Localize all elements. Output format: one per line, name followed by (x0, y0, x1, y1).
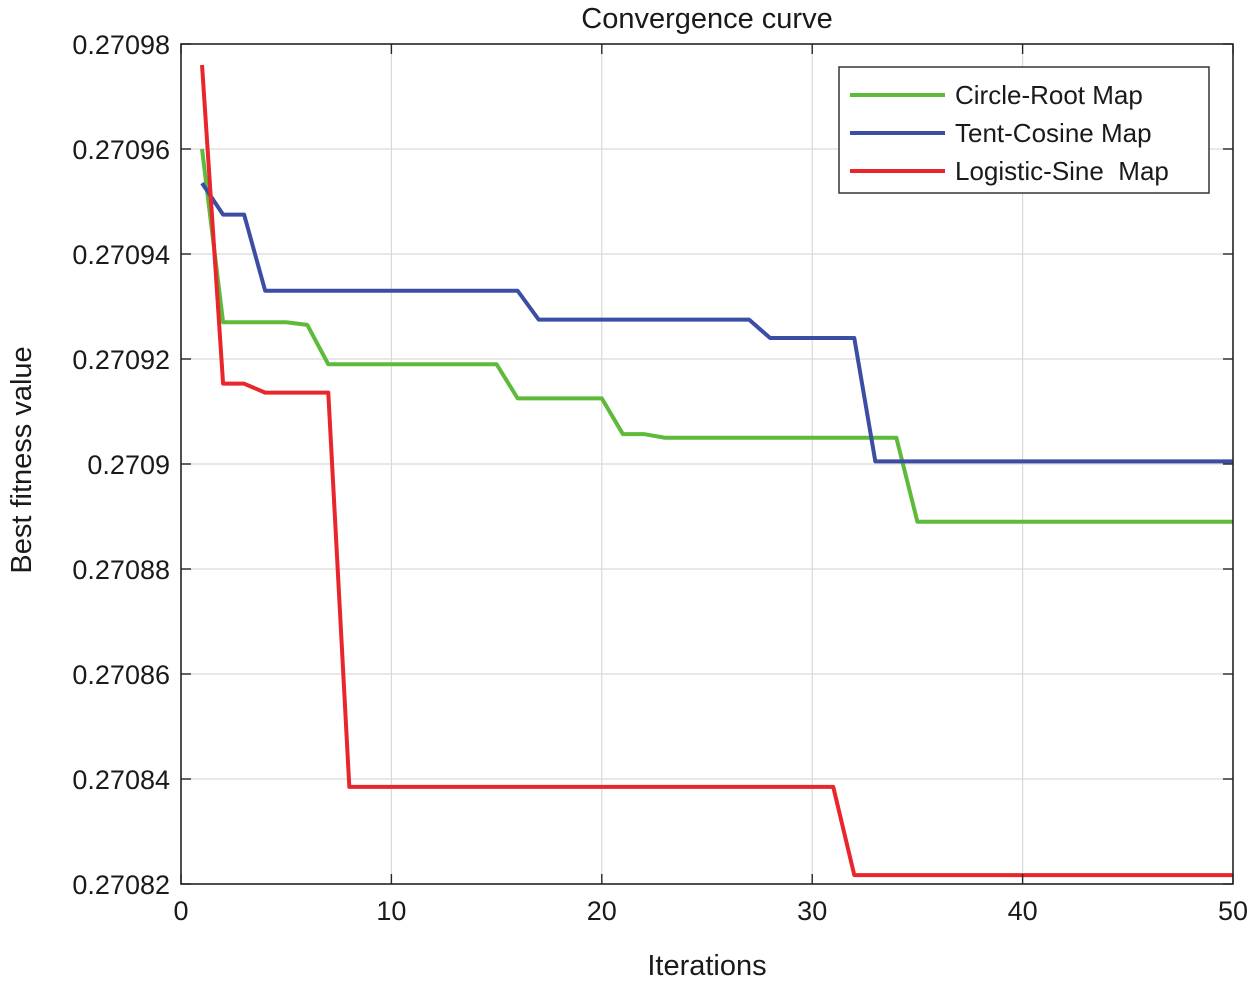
legend-label: Circle-Root Map (955, 80, 1143, 110)
y-axis-title: Best fitness value (6, 346, 38, 573)
series-line-1 (200, 148, 1233, 524)
y-tick-label: 0.27088 (72, 555, 170, 585)
legend: Circle-Root Map Tent-Cosine Map Logistic-S… (838, 66, 1210, 194)
axis-ticks (180, 43, 1234, 885)
y-tick-label: 0.27084 (72, 765, 170, 795)
y-tick-label: 0.27082 (72, 870, 170, 900)
x-tick-label: 30 (797, 896, 827, 926)
y-tick-label: 0.27092 (72, 345, 170, 375)
y-tick-labels: 0.27082 0.27084 0.27086 0.27088 0.2709 0.2709… (72, 30, 170, 900)
x-tick-labels: 0 10 20 30 40 50 (173, 896, 1248, 926)
y-tick-label: 0.27094 (72, 240, 170, 270)
y-tick-label: 0.2709 (87, 450, 170, 480)
x-tick-label: 10 (376, 896, 406, 926)
y-tick-label: 0.27098 (72, 30, 170, 60)
legend-label: Tent-Cosine Map (955, 118, 1152, 148)
y-tick-label: 0.27086 (72, 660, 170, 690)
x-tick-label: 40 (1008, 896, 1038, 926)
x-tick-label: 50 (1218, 896, 1248, 926)
y-tick-label: 0.27096 (72, 135, 170, 165)
plot-area (200, 64, 1233, 878)
chart-title: Convergence curve (581, 3, 832, 35)
x-tick-label: 20 (587, 896, 617, 926)
legend-label: Logistic-Sine Map (955, 156, 1169, 186)
series-line-3 (200, 64, 1233, 878)
x-axis-title: Iterations (647, 950, 766, 982)
x-tick-label: 0 (173, 896, 188, 926)
series-line-2 (200, 182, 1233, 464)
